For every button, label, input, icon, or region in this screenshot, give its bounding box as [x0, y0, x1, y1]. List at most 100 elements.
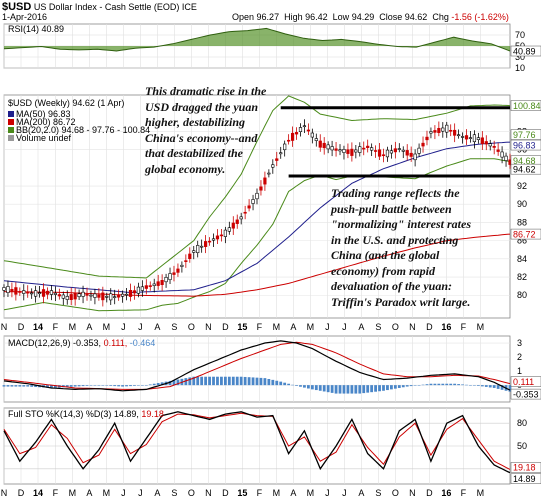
ma50-line [3, 141, 511, 294]
high-value: 96.42 [305, 12, 328, 22]
flag-ma50-box [510, 139, 541, 151]
price-bar-body [120, 293, 125, 297]
sto-xlabel-13: D [222, 488, 229, 498]
price-bar-body [405, 150, 409, 156]
price-bar-body [239, 216, 243, 220]
macd-hist-bar [303, 385, 306, 388]
macd-hist-bar [133, 385, 136, 386]
close-value: 94.62 [404, 12, 428, 22]
macd-hist-bar [374, 385, 377, 392]
macd-hist-bar [231, 376, 235, 386]
price-bar-body [219, 234, 224, 237]
price-bar-body [223, 229, 227, 237]
price-bar-body [22, 290, 26, 294]
macd-hist-bar [500, 385, 504, 390]
price-bar-body [334, 148, 338, 151]
price-bar-body [65, 296, 69, 300]
macd-legend-value: -0.353, [73, 338, 104, 348]
macd-hist-bar [113, 385, 117, 387]
price-xlabel-7: J [121, 322, 126, 332]
price-bar-body [362, 147, 366, 150]
chart-title: $USD US Dollar Index - Cash Settle (EOD)… [2, 1, 197, 13]
ma50-legend-swatch [8, 111, 14, 117]
price-bar-body [314, 138, 318, 141]
price-bar-body [93, 293, 97, 298]
sto-xlabel-26: 16 [441, 488, 451, 498]
sto-tick-0: 80 [517, 418, 527, 428]
macd-hist-bar [338, 385, 342, 394]
price-bar-body [484, 141, 488, 145]
price-bar-body [464, 135, 469, 140]
price-bar-body [207, 240, 212, 243]
macd-hist-bar [433, 383, 437, 386]
macd-hist-bar [255, 377, 259, 386]
sto-xlabel-28: M [477, 488, 485, 498]
macd-hist-bar [322, 385, 326, 392]
macd-hist-bar [30, 385, 34, 387]
price-xlabel-15: F [257, 322, 263, 332]
macd-line [3, 340, 511, 392]
macd-hist-bar [223, 376, 227, 386]
price-bar-body [318, 140, 322, 148]
annotation-range-text: Trading range reflects the push-pull batt… [331, 186, 472, 309]
price-bar-body [472, 134, 477, 143]
macd-hist-bar [148, 384, 152, 386]
price-bar-body [346, 149, 350, 154]
price-xlabel-17: A [290, 322, 296, 332]
price-bar-body [279, 152, 283, 155]
macd-hist-bar [121, 385, 124, 387]
price-bar-body [227, 227, 231, 232]
price-bar-body [188, 253, 192, 259]
sto-xlabel-3: F [53, 488, 59, 498]
price-bar-body [377, 149, 382, 157]
macd-hist-bar [330, 385, 334, 393]
macd-tick-0: 3 [517, 338, 522, 348]
price-bar-body [53, 292, 57, 295]
macd-hist-bar [370, 385, 374, 393]
macd-hist-bar [105, 385, 109, 386]
macd-hist-bar [239, 376, 243, 386]
macd-hist-bar [216, 376, 219, 386]
macd-hist-bar [156, 383, 160, 386]
sto-xlabel-19: J [325, 488, 330, 498]
price-bar-body [97, 294, 101, 298]
macd-hist-bar [350, 385, 354, 394]
price-bar-body [267, 172, 271, 175]
price-bar-body [453, 129, 457, 136]
macd-hist-bar [172, 380, 176, 386]
macd-hist-bar [93, 385, 97, 386]
price-xlabel-16: M [273, 322, 281, 332]
macd-hist-bar [247, 377, 251, 386]
macd-hist-bar [125, 385, 128, 387]
macd-hist-bar [421, 384, 425, 386]
sto-xlabel-14: 15 [237, 488, 247, 498]
rsi-tick-0: 70 [515, 30, 525, 40]
sto-xlabel-1: D [18, 488, 25, 498]
price-bar-body [156, 281, 160, 286]
price-tick-2: 92 [517, 181, 527, 191]
flag-close-box [510, 163, 541, 175]
price-bar-body [358, 146, 362, 153]
macd-hist-bar [129, 385, 132, 387]
price-xlabel-24: N [409, 322, 416, 332]
macd-hist-bar [473, 385, 476, 386]
price-bar-body [251, 199, 255, 204]
price-bar-body [342, 149, 346, 153]
macd-hist-bar [378, 385, 381, 392]
macd-hist-bar [65, 385, 69, 388]
macd-hist-bar [413, 385, 417, 386]
macd-hist-bar [144, 385, 148, 386]
price-bar-body [401, 149, 405, 152]
flag-ma50: 96.83 [513, 140, 536, 150]
price-bar-body [373, 150, 378, 152]
macd-hist-bar [453, 383, 457, 386]
sto-xlabel-27: F [461, 488, 467, 498]
macd-hist-bar [358, 385, 362, 394]
macd-hist-bar [259, 377, 263, 386]
price-bar-body [73, 292, 77, 300]
macd-hist-bar [461, 384, 464, 386]
ma200-legend: MA(200) 86.72 [16, 117, 76, 127]
price-xlabel-0: N [1, 322, 8, 332]
rsi-flag-box [510, 45, 541, 57]
price-xlabel-9: A [154, 322, 160, 332]
